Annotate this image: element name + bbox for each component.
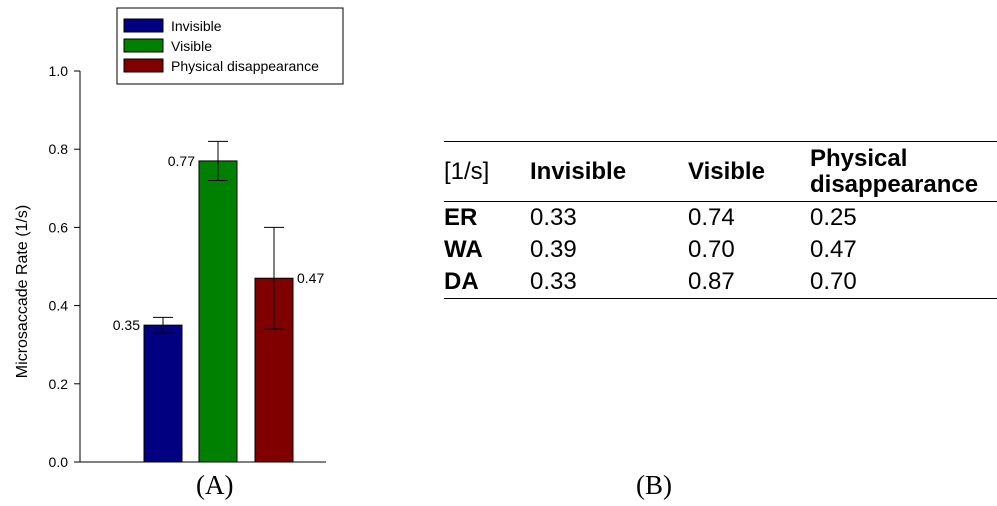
legend-swatch [123, 58, 164, 73]
legend-entry: Physical disappearance [171, 58, 319, 74]
table-header-row: [1/s] Invisible Visible Physical disappe… [444, 141, 997, 202]
table-cell: 0.39 [530, 236, 577, 263]
table-cell: 0.70 [688, 236, 735, 263]
y-tick-label: 0.6 [49, 219, 69, 235]
y-tick-label: 0.8 [49, 141, 69, 157]
table-header-invisible: Invisible [530, 158, 627, 185]
table-row-label: ER [444, 204, 478, 231]
bar [198, 160, 238, 463]
table-cell: 0.33 [530, 268, 577, 295]
table-row: WA 0.39 0.70 0.47 [444, 234, 997, 266]
legend-swatch [123, 38, 164, 53]
panel-label-b: (B) [636, 470, 672, 500]
table-header-visible: Visible [688, 158, 765, 185]
y-tick-label: 0.4 [49, 298, 69, 314]
legend-entry: Visible [171, 38, 212, 54]
legend-swatch [123, 18, 164, 33]
table-row-label: WA [444, 236, 483, 263]
y-axis-label: Microsaccade Rate (1/s) [14, 205, 31, 378]
data-label: 0.35 [113, 317, 140, 333]
table-header-physical-disappearance: Physical disappearance [810, 145, 979, 198]
data-label: 0.77 [168, 153, 195, 169]
results-table: [1/s] Invisible Visible Physical disappe… [444, 141, 997, 299]
y-tick-label: 1.0 [49, 63, 69, 79]
data-label: 0.47 [297, 270, 324, 286]
table-cell: 0.87 [688, 268, 735, 295]
table-row: DA 0.33 0.87 0.70 [444, 266, 997, 299]
table-header-unit: [1/s] [444, 158, 490, 185]
legend-entry: Invisible [171, 18, 222, 34]
bar [143, 324, 183, 463]
table-row-label: DA [444, 268, 479, 295]
y-tick-label: 0.2 [49, 376, 69, 392]
panel-label-a: (A) [196, 470, 234, 500]
table-cell: 0.47 [810, 236, 857, 263]
table-cell: 0.33 [530, 204, 577, 231]
table-cell: 0.25 [810, 204, 857, 231]
table-row: ER 0.33 0.74 0.25 [444, 202, 997, 235]
table-cell: 0.70 [810, 268, 857, 295]
table-cell: 0.74 [688, 204, 735, 231]
y-tick-label: 0.0 [49, 454, 69, 470]
